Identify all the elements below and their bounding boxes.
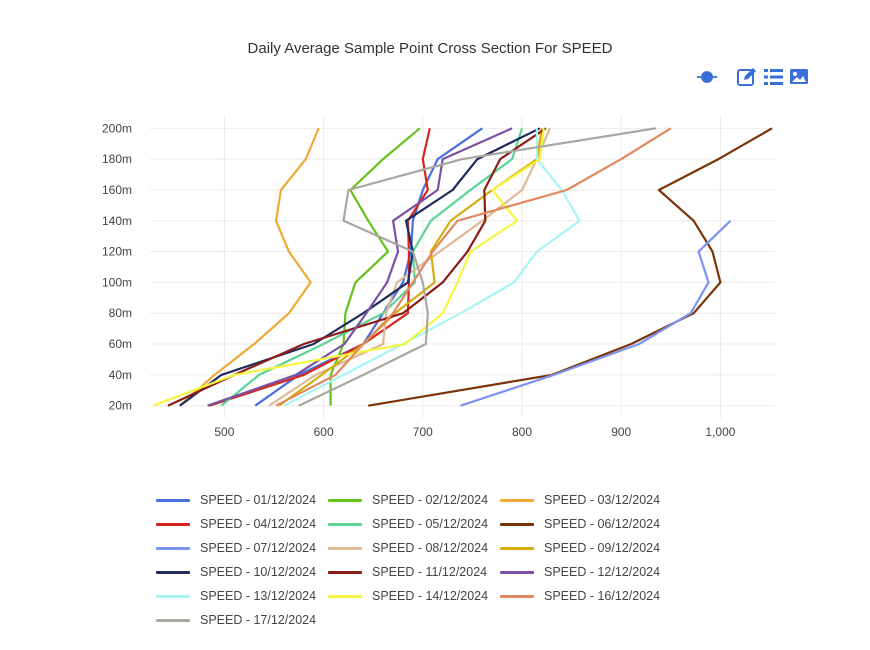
series-layer [152,127,773,407]
legend-item[interactable]: SPEED - 10/12/2024 [156,562,316,582]
x-tick-label: 900 [611,425,631,439]
x-axis-ticks: 500 600 700 800 900 1,000 [214,425,735,439]
y-tick-label: 200m [102,121,132,135]
series-line-10[interactable] [179,127,541,407]
x-tick-label: 700 [413,425,433,439]
legend-swatch [156,498,190,502]
chart-title: Daily Average Sample Point Cross Section… [247,40,613,57]
legend-swatch [328,594,362,598]
legend-swatch [156,570,190,574]
legend-item[interactable]: SPEED - 09/12/2024 [500,538,660,558]
y-tick-label: 20m [109,399,132,413]
legend-swatch [500,546,534,550]
y-tick-label: 120m [102,245,132,259]
legend-item[interactable]: SPEED - 16/12/2024 [500,586,660,606]
x-tick-label: 600 [314,425,334,439]
x-tick-label: 800 [512,425,532,439]
legend-item[interactable]: SPEED - 14/12/2024 [328,586,488,606]
series-line-3[interactable] [179,127,320,407]
legend-label: SPEED - 08/12/2024 [372,541,489,555]
x-tick-label: 500 [214,425,234,439]
legend-swatch [156,594,190,598]
series-line-4[interactable] [209,128,431,407]
legend-item[interactable]: SPEED - 04/12/2024 [156,514,316,534]
legend-item[interactable]: SPEED - 12/12/2024 [500,562,660,582]
legend-swatch [500,522,534,526]
legend-label: SPEED - 02/12/2024 [372,493,489,507]
series-line-2[interactable] [329,127,421,406]
y-tick-label: 180m [102,152,132,166]
legend-item[interactable]: SPEED - 03/12/2024 [500,490,660,510]
legend-label: SPEED - 07/12/2024 [200,541,317,555]
legend-swatch [328,522,362,526]
legend-swatch [500,570,534,574]
y-axis-ticks: 20m 40m 60m 80m 100m 120m 140m 160m 180m 200m [102,121,132,412]
y-tick-label: 160m [102,183,132,197]
legend-item[interactable]: SPEED - 01/12/2024 [156,490,316,510]
series-line-16[interactable] [298,127,657,407]
legend-swatch [500,594,534,598]
x-gridlines [223,116,721,418]
legend-label: SPEED - 14/12/2024 [372,589,489,603]
y-tick-label: 100m [102,275,132,289]
legend-item[interactable]: SPEED - 02/12/2024 [328,490,488,510]
legend-item[interactable]: SPEED - 06/12/2024 [500,514,660,534]
legend-label: SPEED - 01/12/2024 [200,493,317,507]
y-tick-label: 40m [109,368,132,382]
legend-swatch [156,546,190,550]
legend-label: SPEED - 16/12/2024 [544,589,661,603]
legend-swatch [328,570,362,574]
legend-swatch [156,618,190,622]
legend-item[interactable]: SPEED - 08/12/2024 [328,538,488,558]
series-line-1[interactable] [254,127,483,407]
series-line-13[interactable] [283,128,581,407]
legend-label: SPEED - 11/12/2024 [372,565,488,579]
list-icon[interactable] [763,66,785,88]
legend-item[interactable]: SPEED - 07/12/2024 [156,538,316,558]
y-gridlines [150,127,775,407]
legend-label: SPEED - 06/12/2024 [544,517,661,531]
series-line-6[interactable] [368,127,773,407]
legend-label: SPEED - 09/12/2024 [544,541,661,555]
legend-label: SPEED - 03/12/2024 [544,493,661,507]
line-chart: 500 600 700 800 900 1,000 20m 40m 60m 80m 100m 120… [102,116,775,439]
legend-label: SPEED - 04/12/2024 [200,517,317,531]
legend-label: SPEED - 13/12/2024 [200,589,317,603]
series-line-7[interactable] [460,220,732,407]
legend-item[interactable]: SPEED - 05/12/2024 [328,514,488,534]
edit-icon[interactable] [736,66,758,88]
y-tick-label: 60m [109,337,132,351]
y-tick-label: 140m [102,214,132,228]
legend-swatch [500,498,534,502]
timeline-dot-icon[interactable] [696,66,718,88]
legend-item[interactable]: SPEED - 11/12/2024 [328,562,487,582]
series-line-15[interactable] [275,127,672,407]
legend-swatch [328,546,362,550]
series-line-14[interactable] [152,128,545,407]
legend-item[interactable]: SPEED - 13/12/2024 [156,586,316,606]
legend-label: SPEED - 05/12/2024 [372,517,489,531]
legend-swatch [328,498,362,502]
legend-label: SPEED - 17/12/2024 [200,613,317,627]
legend-item[interactable]: SPEED - 17/12/2024 [156,610,316,630]
legend-label: SPEED - 12/12/2024 [544,565,661,579]
x-tick-label: 1,000 [705,425,735,439]
legend-label: SPEED - 10/12/2024 [200,565,317,579]
y-tick-label: 80m [109,306,132,320]
image-icon[interactable] [788,66,810,88]
legend-swatch [156,522,190,526]
series-line-11[interactable] [167,127,547,407]
